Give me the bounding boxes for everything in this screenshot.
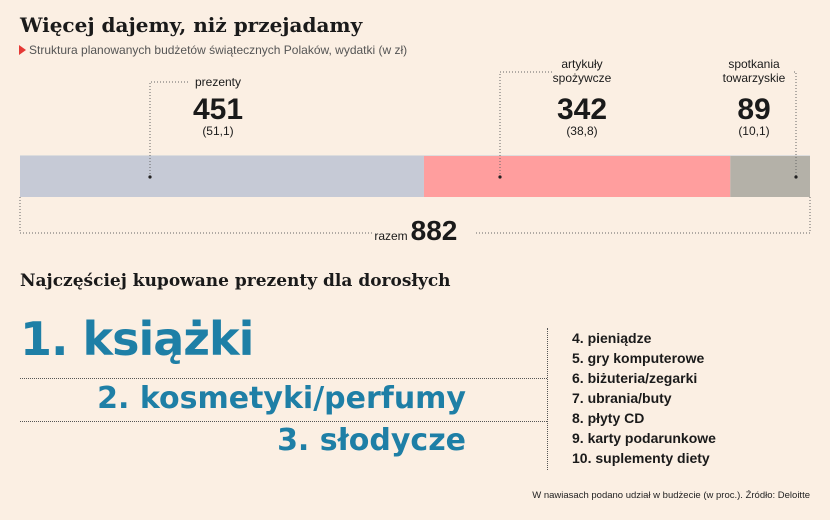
segment-share-2: (38,8) bbox=[566, 124, 597, 138]
ranking-column-divider bbox=[547, 328, 548, 470]
total-bracket-left bbox=[19, 197, 372, 234]
segment-label-1: prezenty bbox=[195, 75, 241, 89]
rank-3-item: 3. słodycze bbox=[277, 423, 466, 458]
rank-10-item: 10. suplementy diety bbox=[572, 450, 710, 466]
rank-1-item: 1. książki bbox=[20, 312, 254, 366]
segment-label-3-line-1: spotkania bbox=[728, 57, 780, 71]
rank-divider-2 bbox=[20, 421, 547, 422]
leader-dot-3 bbox=[794, 175, 798, 179]
segment-value-1: 451 bbox=[193, 93, 243, 126]
rank-5-item: 5. gry komputerowe bbox=[572, 350, 705, 366]
subtitle-text: Struktura planowanych budżetów świąteczn… bbox=[29, 43, 408, 57]
rank-divider-1 bbox=[20, 378, 547, 379]
bar-segment-2 bbox=[423, 156, 731, 197]
leader-line-2 bbox=[499, 71, 552, 177]
total-label: razem bbox=[374, 229, 407, 243]
segment-value-3: 89 bbox=[737, 93, 770, 126]
rank-4-item: 4. pieniądze bbox=[572, 330, 652, 346]
bar-segment-1 bbox=[20, 156, 424, 197]
bar-segment-3 bbox=[730, 156, 810, 197]
total-value: 882 bbox=[411, 215, 458, 246]
leader-line-1 bbox=[149, 81, 188, 177]
red-triangle-icon bbox=[19, 45, 26, 55]
segment-label-2-line-2: spożywcze bbox=[553, 71, 612, 85]
footnote: W nawiasach podano udział w budżecie (w … bbox=[532, 490, 810, 501]
segment-value-2: 342 bbox=[557, 93, 607, 126]
rank-9-item: 9. karty podarunkowe bbox=[572, 430, 716, 446]
ranking-title: Najczęściej kupowane prezenty dla dorosł… bbox=[20, 271, 451, 291]
rank-2-item: 2. kosmetyki/perfumy bbox=[97, 381, 466, 416]
rank-6-item: 6. biżuteria/zegarki bbox=[572, 370, 698, 386]
segment-share-3: (10,1) bbox=[738, 124, 769, 138]
leader-dot-2 bbox=[498, 175, 502, 179]
ranking-others-list: 4. pieniądze 5. gry komputerowe 6. biżut… bbox=[572, 328, 716, 468]
total-bracket-right bbox=[476, 197, 811, 234]
leader-line-3 bbox=[794, 71, 797, 177]
rank-8-item: 8. płyty CD bbox=[572, 410, 645, 426]
segment-label-3-line-2: towarzyskie bbox=[723, 71, 786, 85]
chart-subtitle: Struktura planowanych budżetów świąteczn… bbox=[19, 43, 407, 57]
rank-7-item: 7. ubrania/buty bbox=[572, 390, 672, 406]
segment-label-2-line-1: artykuły bbox=[561, 57, 602, 71]
segment-share-1: (51,1) bbox=[202, 124, 233, 138]
chart-title: Więcej dajemy, niż przejadamy bbox=[20, 13, 363, 37]
leader-dot-1 bbox=[148, 175, 152, 179]
